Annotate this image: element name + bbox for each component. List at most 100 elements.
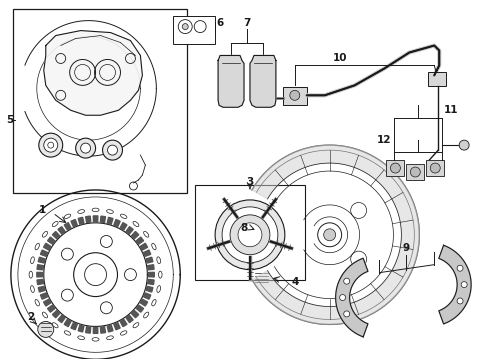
- Circle shape: [429, 163, 439, 173]
- Bar: [13, 9, 187, 193]
- Text: 7: 7: [243, 18, 250, 28]
- Ellipse shape: [157, 257, 160, 264]
- Circle shape: [409, 167, 420, 177]
- Text: 9: 9: [402, 243, 409, 253]
- Polygon shape: [37, 265, 43, 270]
- Circle shape: [460, 282, 466, 288]
- Polygon shape: [37, 272, 43, 277]
- Polygon shape: [107, 217, 113, 224]
- Polygon shape: [93, 216, 98, 222]
- Polygon shape: [64, 222, 71, 230]
- Ellipse shape: [106, 336, 113, 339]
- Ellipse shape: [64, 214, 71, 219]
- Ellipse shape: [35, 300, 40, 306]
- Circle shape: [215, 200, 285, 270]
- Circle shape: [389, 163, 400, 173]
- Ellipse shape: [78, 210, 84, 213]
- Ellipse shape: [35, 243, 40, 250]
- Polygon shape: [47, 305, 55, 312]
- Bar: [195, 185, 304, 280]
- Ellipse shape: [31, 285, 34, 292]
- Bar: [173, 15, 215, 44]
- Circle shape: [107, 145, 117, 155]
- Polygon shape: [93, 327, 98, 333]
- Ellipse shape: [133, 323, 139, 328]
- Text: 3: 3: [246, 177, 253, 187]
- Bar: [386, 160, 404, 176]
- Text: 11: 11: [443, 105, 458, 115]
- Circle shape: [61, 289, 73, 301]
- Circle shape: [38, 321, 54, 337]
- Ellipse shape: [92, 338, 99, 341]
- Polygon shape: [100, 327, 105, 333]
- Polygon shape: [131, 310, 139, 318]
- Polygon shape: [131, 231, 139, 239]
- Polygon shape: [218, 55, 244, 107]
- Circle shape: [222, 207, 277, 263]
- Polygon shape: [58, 227, 65, 234]
- Polygon shape: [43, 243, 51, 250]
- Polygon shape: [85, 216, 91, 222]
- Polygon shape: [38, 286, 45, 292]
- Circle shape: [100, 302, 112, 314]
- Text: 10: 10: [332, 54, 346, 63]
- Circle shape: [61, 248, 73, 260]
- Polygon shape: [143, 250, 150, 256]
- Circle shape: [317, 223, 341, 247]
- Ellipse shape: [158, 271, 162, 278]
- Polygon shape: [140, 243, 147, 250]
- Polygon shape: [148, 272, 154, 277]
- Ellipse shape: [52, 221, 58, 226]
- Bar: [406, 164, 424, 180]
- Text: 4: 4: [290, 276, 298, 287]
- Polygon shape: [37, 279, 43, 285]
- Polygon shape: [85, 327, 91, 333]
- Ellipse shape: [157, 285, 160, 292]
- Ellipse shape: [143, 312, 148, 318]
- Polygon shape: [120, 319, 127, 327]
- Circle shape: [48, 142, 54, 148]
- Polygon shape: [52, 310, 60, 318]
- Text: 12: 12: [376, 135, 391, 145]
- Text: 2: 2: [27, 312, 34, 323]
- Polygon shape: [64, 319, 71, 327]
- Polygon shape: [47, 237, 55, 244]
- Polygon shape: [136, 237, 143, 244]
- Polygon shape: [126, 315, 133, 323]
- Polygon shape: [147, 265, 154, 270]
- Ellipse shape: [106, 210, 113, 213]
- Circle shape: [339, 294, 345, 301]
- Circle shape: [81, 143, 90, 153]
- Bar: [282, 87, 306, 105]
- Polygon shape: [52, 231, 60, 239]
- Polygon shape: [136, 305, 143, 312]
- Polygon shape: [71, 220, 77, 227]
- Polygon shape: [251, 145, 418, 324]
- Circle shape: [456, 265, 462, 271]
- Ellipse shape: [143, 231, 148, 237]
- Polygon shape: [41, 293, 47, 299]
- Circle shape: [102, 140, 122, 160]
- Circle shape: [238, 223, 262, 247]
- Ellipse shape: [78, 336, 84, 339]
- Polygon shape: [146, 286, 153, 292]
- Ellipse shape: [120, 214, 127, 219]
- Polygon shape: [146, 257, 153, 263]
- Polygon shape: [126, 227, 133, 234]
- Polygon shape: [114, 323, 120, 330]
- Ellipse shape: [31, 257, 34, 264]
- Ellipse shape: [42, 312, 47, 318]
- Polygon shape: [140, 299, 147, 306]
- Circle shape: [84, 264, 106, 285]
- Circle shape: [74, 253, 117, 297]
- Ellipse shape: [42, 231, 47, 237]
- Circle shape: [289, 90, 299, 100]
- Polygon shape: [147, 279, 154, 285]
- Polygon shape: [78, 325, 84, 332]
- Circle shape: [343, 311, 349, 317]
- Polygon shape: [44, 31, 142, 115]
- Text: 8: 8: [240, 223, 247, 233]
- Ellipse shape: [151, 300, 156, 306]
- Circle shape: [323, 229, 335, 241]
- Text: 6: 6: [216, 18, 224, 28]
